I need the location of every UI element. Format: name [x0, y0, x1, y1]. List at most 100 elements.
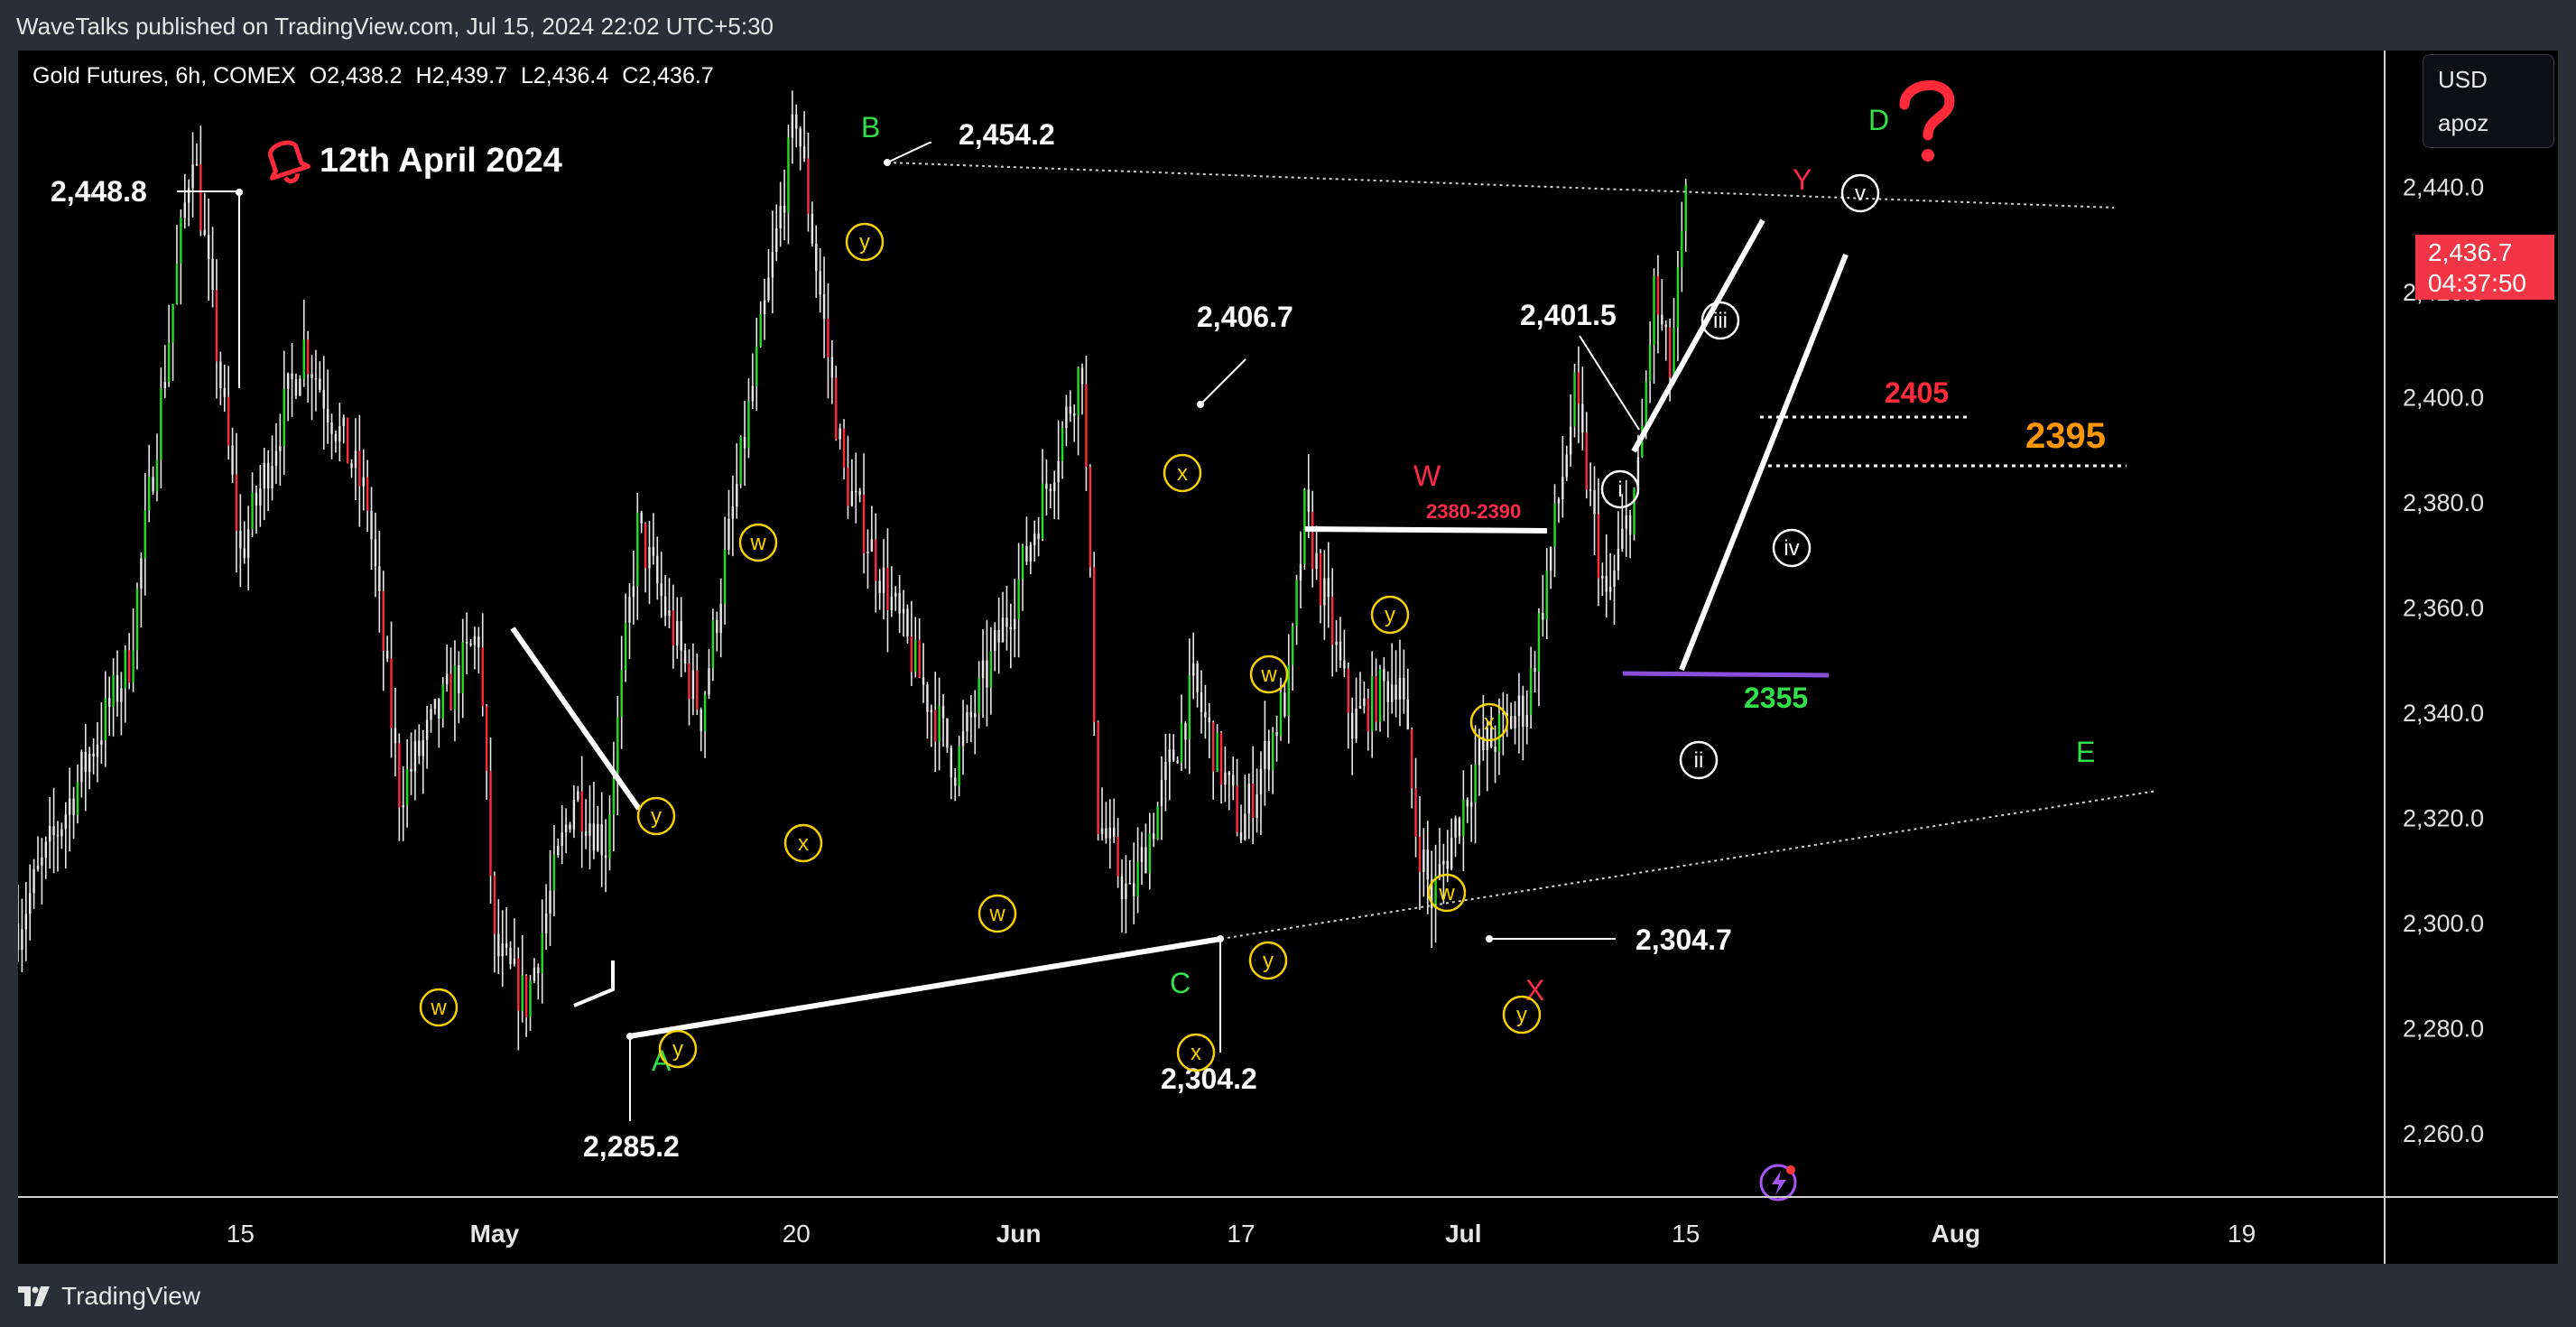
x-tick-label: 17: [1227, 1220, 1255, 1248]
candle-body: [989, 651, 993, 688]
candle-body: [624, 622, 627, 671]
symbol-title[interactable]: Gold Futures, 6h, COMEX: [32, 63, 296, 88]
candle-body: [60, 829, 63, 837]
candle-body: [966, 711, 968, 732]
candle-body: [739, 437, 742, 484]
candle-body: [1569, 426, 1572, 455]
candle-body: [910, 636, 913, 673]
candle-body: [215, 290, 218, 362]
candle-body: [656, 555, 659, 584]
currency-mode[interactable]: apoz: [2438, 109, 2489, 136]
candle-body: [1140, 847, 1144, 863]
x-tick-label: 19: [2228, 1220, 2256, 1248]
candle-body: [517, 958, 520, 1011]
candle-body: [1160, 780, 1163, 806]
x-tick-label: 20: [783, 1220, 811, 1248]
candle-body: [569, 824, 571, 830]
candle-body: [640, 512, 643, 524]
candle-body: [926, 684, 929, 712]
candle-body: [286, 373, 290, 389]
candle-body: [1283, 692, 1286, 717]
candle-body: [84, 751, 87, 773]
candle-body: [875, 539, 877, 581]
ohlc-high: H2,439.7: [415, 63, 508, 88]
question-mark-icon: [1899, 79, 1955, 162]
wave-circle-yellow-label: w: [430, 996, 447, 1020]
candle-body: [902, 608, 905, 614]
candle-body: [1608, 586, 1612, 592]
candle-body: [978, 678, 980, 714]
candle-body: [1347, 668, 1349, 713]
candle-body: [1037, 534, 1040, 539]
candle-body: [1335, 641, 1338, 645]
candle-body: [549, 890, 551, 914]
candle-body: [302, 339, 305, 379]
currency-label[interactable]: USD: [2438, 66, 2488, 93]
candle-body: [120, 688, 123, 702]
candle-body: [187, 188, 190, 203]
y-tick-label: 2,400.0: [2403, 384, 2484, 411]
footer-brand: TradingView: [61, 1282, 201, 1310]
candle-body: [274, 450, 278, 467]
currency-box[interactable]: USD apoz: [2423, 54, 2554, 148]
candle-body: [171, 303, 174, 343]
wave-circle-yellow: [783, 823, 823, 863]
candle-body: [231, 445, 234, 475]
leader-2401: [1579, 335, 1640, 431]
wave-circle-yellow-label: y: [651, 804, 662, 829]
candle-body: [1601, 576, 1604, 579]
price-chart[interactable]: 2,448.8 2,454.2 2,285.2 2,406.7 2,304.2 …: [18, 51, 2558, 1264]
candle-body: [1656, 275, 1660, 315]
candle-body: [1291, 626, 1294, 665]
candle-body: [941, 705, 945, 719]
channel-upper-line: [1631, 218, 1765, 453]
candle-body: [191, 164, 194, 189]
candle-body: [716, 620, 718, 634]
candle-body: [1414, 788, 1417, 837]
candle-body: [1069, 406, 1072, 414]
candle-body: [1358, 705, 1362, 710]
wave-circle-white-label: iv: [1784, 536, 1799, 561]
candle-body: [1585, 432, 1588, 490]
candle-body: [1661, 314, 1663, 325]
candle-body: [382, 590, 385, 651]
candle-body: [342, 417, 345, 427]
leader-2448: [177, 190, 240, 192]
wedge-bracket: [573, 960, 615, 1007]
candle-body: [1378, 669, 1382, 722]
price-label: 2,304.7: [1635, 923, 1732, 956]
candle-body: [326, 408, 329, 423]
candle-body: [144, 510, 146, 559]
chart-frame[interactable]: Gold Futures, 6h, COMEX O2,438.2 H2,439.…: [18, 51, 2558, 1264]
candle-body: [251, 492, 254, 530]
wave-letter-D: D: [1868, 104, 1889, 136]
x-tick-label: Jun: [996, 1220, 1042, 1248]
candle-body: [997, 629, 1000, 643]
candle-body: [1224, 772, 1227, 785]
tradingview-brand[interactable]: TradingView: [18, 1282, 200, 1311]
candle-body: [1390, 684, 1394, 702]
candle-body: [112, 674, 115, 707]
candle-body: [100, 740, 103, 745]
y-tick-label: 2,320.0: [2403, 805, 2484, 832]
candle-body: [410, 769, 412, 772]
candle-body: [199, 163, 202, 231]
candle-body: [167, 342, 171, 383]
candle-body: [219, 361, 222, 388]
candle-body: [116, 674, 119, 702]
candle-body: [291, 373, 293, 380]
candle-body: [787, 137, 790, 213]
candle-body: [791, 114, 794, 138]
candle-body: [155, 459, 159, 492]
candle-body: [1307, 489, 1310, 513]
candle-body: [1208, 717, 1211, 723]
candle-body: [1128, 883, 1132, 885]
candle-body: [1446, 860, 1449, 869]
candle-body: [751, 385, 755, 402]
candle-body: [688, 663, 690, 700]
candle-body: [449, 673, 452, 710]
candle-body: [163, 382, 166, 388]
candle-body: [1144, 847, 1147, 874]
y-tick-label: 2,340.0: [2403, 700, 2484, 727]
candle-body: [1097, 721, 1099, 834]
